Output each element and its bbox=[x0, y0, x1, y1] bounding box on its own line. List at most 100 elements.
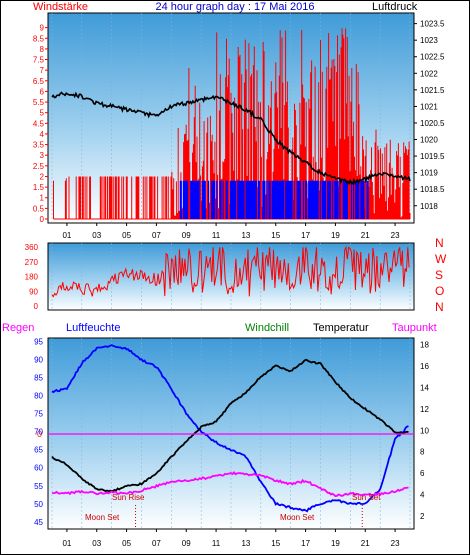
humidity-tick-label: 50 bbox=[34, 500, 43, 509]
pressure-tick-label: 1018 bbox=[420, 202, 438, 211]
wind-tick-label: 3 bbox=[40, 151, 45, 160]
wind-direction-line bbox=[51, 245, 410, 298]
wind-tick-label: 7 bbox=[40, 66, 45, 75]
pressure-tick-label: 1022 bbox=[420, 69, 438, 78]
pressure-tick-label: 1019 bbox=[420, 169, 438, 178]
hour-tick-label: 15 bbox=[271, 539, 280, 548]
wind-tick-label: 7.5 bbox=[33, 56, 45, 65]
hour-tick-label: 07 bbox=[152, 539, 161, 548]
direction-letter-label: W bbox=[435, 252, 447, 266]
humidity-tick-label: 80 bbox=[34, 392, 43, 401]
temperature-tick-label: 12 bbox=[420, 405, 429, 414]
hour-tick-label: 19 bbox=[331, 231, 340, 240]
direction-tick-label: 360 bbox=[25, 243, 39, 252]
axis-labels: 0101030305050707090911111313151517171919… bbox=[25, 20, 447, 548]
legend-regen: Regen bbox=[2, 322, 34, 334]
pressure-tick-label: 1019.5 bbox=[420, 152, 445, 161]
temperature-tick-label: 2 bbox=[420, 512, 425, 521]
wind-gust-marks bbox=[179, 180, 369, 219]
wind-gust-series bbox=[179, 180, 369, 219]
pressure-tick-label: 1022.5 bbox=[420, 53, 445, 62]
direction-tick-label: 270 bbox=[25, 258, 39, 267]
hour-tick-label: 21 bbox=[361, 231, 370, 240]
temperature-tick-label: 14 bbox=[420, 383, 429, 392]
hour-tick-label: 17 bbox=[301, 539, 310, 548]
legend-luftfeuchte: Luftfeuchte bbox=[66, 322, 120, 334]
hour-tick-label: 01 bbox=[62, 231, 71, 240]
wind-tick-label: 6.5 bbox=[33, 77, 45, 86]
wind-tick-label: 2 bbox=[40, 172, 45, 181]
hour-tick-label: 11 bbox=[212, 231, 221, 240]
header-left-label: Windstärke bbox=[33, 1, 88, 13]
hour-tick-label: 03 bbox=[92, 231, 101, 240]
wind-tick-label: 3.5 bbox=[33, 141, 45, 150]
temperature-tick-label: 8 bbox=[420, 448, 425, 457]
direction-letter-label: N bbox=[435, 236, 444, 250]
humidity-tick-label: 95 bbox=[34, 338, 43, 347]
temperature-tick-label: 10 bbox=[420, 426, 429, 435]
humidity-tick-label: 55 bbox=[34, 482, 43, 491]
humidity-tick-label: 45 bbox=[34, 518, 43, 527]
hour-tick-label: 17 bbox=[301, 231, 310, 240]
hour-tick-label: 09 bbox=[182, 231, 191, 240]
temperature-tick-label: 16 bbox=[420, 362, 429, 371]
humidity-tick-label: 75 bbox=[34, 410, 43, 419]
direction-letter-label: S bbox=[435, 268, 443, 282]
hour-tick-label: 13 bbox=[241, 539, 250, 548]
hour-tick-label: 03 bbox=[92, 539, 101, 548]
wind-direction-series bbox=[51, 245, 410, 298]
legend-windchill: Windchill bbox=[245, 322, 289, 334]
temperature-tick-label: 6 bbox=[420, 469, 425, 478]
pressure-tick-label: 1023.5 bbox=[420, 20, 445, 29]
sun-set-label: Sun Set bbox=[352, 493, 381, 502]
direction-tick-label: 0 bbox=[34, 302, 39, 311]
wind-tick-label: 5.5 bbox=[33, 98, 45, 107]
wind-tick-label: 2.5 bbox=[33, 162, 45, 171]
wind-tick-label: 6 bbox=[40, 87, 45, 96]
humidity-series bbox=[51, 344, 409, 513]
dewpoint-series bbox=[51, 471, 409, 498]
sun-moon-markers bbox=[48, 433, 414, 529]
hour-tick-label: 23 bbox=[391, 231, 400, 240]
dewpoint-line bbox=[51, 471, 409, 498]
wind-tick-label: 4 bbox=[40, 130, 45, 139]
direction-tick-label: 90 bbox=[29, 287, 38, 296]
hour-tick-label: 13 bbox=[241, 231, 250, 240]
humidity-line bbox=[51, 344, 409, 513]
direction-tick-label: 180 bbox=[25, 273, 39, 282]
pressure-tick-label: 1023 bbox=[420, 36, 438, 45]
header-title: 24 hour graph day : 17 Mai 2016 bbox=[155, 1, 314, 13]
wind-tick-label: 5 bbox=[40, 109, 45, 118]
direction-letter-label: O bbox=[435, 284, 444, 298]
hour-tick-label: 09 bbox=[182, 539, 191, 548]
temperature-tick-label: 4 bbox=[420, 491, 425, 500]
wind-tick-label: 1 bbox=[40, 194, 45, 203]
hour-tick-label: 07 bbox=[152, 231, 161, 240]
hour-tick-label: 23 bbox=[391, 539, 400, 548]
humidity-tick-label: 90 bbox=[34, 356, 43, 365]
hour-tick-label: 11 bbox=[212, 539, 221, 548]
moon-set-label-1: Moon Set bbox=[85, 513, 120, 522]
pressure-series bbox=[51, 91, 411, 186]
legend-taupunkt: Taupunkt bbox=[392, 322, 437, 334]
wind-tick-label: 4.5 bbox=[33, 119, 45, 128]
wind-tick-label: 0.5 bbox=[33, 204, 45, 213]
wind-tick-label: 1.5 bbox=[33, 183, 45, 192]
humidity-tick-label: 65 bbox=[34, 446, 43, 455]
pressure-tick-label: 1020 bbox=[420, 136, 438, 145]
wind-tick-label: 8.5 bbox=[33, 34, 45, 43]
temperature-tick-label: 18 bbox=[420, 340, 429, 349]
humidity-tick-label: 70 bbox=[34, 428, 43, 437]
sun-rise-label: Sun Rise bbox=[112, 493, 145, 502]
humidity-tick-label: 85 bbox=[34, 374, 43, 383]
pressure-tick-label: 1018.5 bbox=[420, 185, 445, 194]
wind-tick-label: 8 bbox=[40, 45, 45, 54]
hour-tick-label: 05 bbox=[122, 231, 131, 240]
humidity-tick-label: 60 bbox=[34, 464, 43, 473]
hour-tick-label: 01 bbox=[62, 539, 71, 548]
hour-tick-label: 21 bbox=[361, 539, 370, 548]
hour-tick-label: 19 bbox=[331, 539, 340, 548]
pressure-line bbox=[51, 91, 411, 186]
hour-tick-label: 15 bbox=[271, 231, 280, 240]
header-right-label: Luftdruck bbox=[372, 1, 418, 13]
